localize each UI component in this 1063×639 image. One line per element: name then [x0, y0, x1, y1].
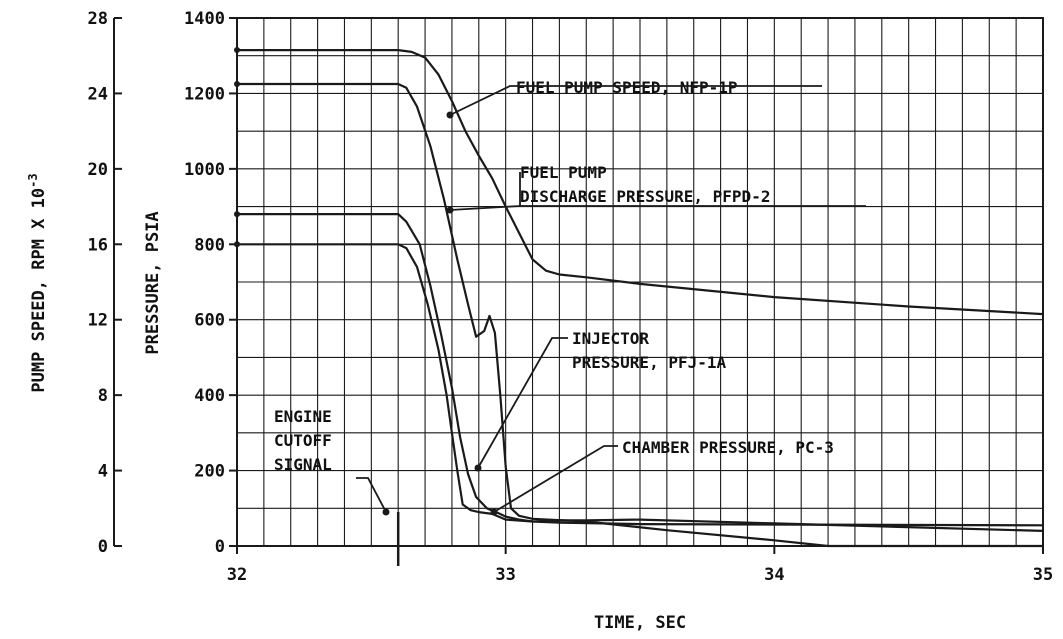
series-lines	[237, 48, 1044, 548]
annotation-pfpd-text: FUEL PUMP	[520, 163, 607, 182]
speed-tick-label: 8	[98, 386, 108, 406]
pressure-tick-label: 1000	[184, 160, 225, 180]
cutoff-leader	[356, 477, 387, 513]
cutoff-leader-arrowhead	[382, 508, 390, 516]
axes	[113, 17, 1044, 554]
nfp-leader	[449, 85, 822, 116]
series-start-dot	[234, 81, 240, 87]
pfj-leader	[477, 337, 568, 469]
series-line-3	[237, 243, 1044, 532]
pressure-tick-label: 1400	[184, 9, 225, 29]
series-line-0	[237, 48, 1044, 316]
annotation-nfp-text: FUEL PUMP SPEED, NFP-1P	[516, 78, 738, 97]
pfpd-leader	[449, 205, 866, 211]
speed-tick-label: 20	[88, 160, 108, 180]
tick-labels: 0 200 400 600 800 1000 1200 1400 0 4 8 12 16 20 24 28 32…	[88, 9, 1054, 585]
speed-axis-title-text: PUMP SPEED, RPM X 10	[29, 188, 49, 393]
series-start-dot	[234, 241, 240, 248]
series-start-dot	[234, 47, 240, 54]
pc-leader-arrowhead	[490, 508, 498, 516]
speed-tick-label: 16	[88, 235, 108, 255]
grid	[237, 18, 1043, 546]
x-tick-label: 33	[495, 565, 515, 585]
speed-tick-label: 4	[98, 462, 108, 482]
speed-tick-label: 0	[98, 537, 108, 557]
speed-axis-title-exponent: -3	[26, 173, 40, 187]
pressure-tick-label: 400	[194, 386, 225, 406]
pressure-tick-label: 200	[194, 462, 225, 482]
x-tick-label: 34	[764, 565, 784, 585]
speed-axis-title: PUMP SPEED, RPM X 10-3	[26, 173, 49, 392]
pressure-tick-label: 1200	[184, 84, 225, 104]
speed-tick-label: 12	[88, 311, 108, 331]
annotation-pfj-text: PRESSURE, PFJ-1A	[572, 353, 726, 372]
speed-tick-label: 28	[88, 9, 108, 29]
annotation-pfpd-text: DISCHARGE PRESSURE, PFPD-2	[520, 187, 770, 206]
pfj-leader-arrowhead	[474, 464, 482, 472]
series-start-dot	[234, 211, 240, 218]
x-tick-label: 35	[1033, 565, 1053, 585]
speed-tick-label: 24	[88, 84, 108, 104]
annotation-cutoff-text: SIGNAL	[274, 455, 332, 474]
annotation-cutoff-text: CUTOFF	[274, 431, 332, 450]
annotation-pfj-text: INJECTOR	[572, 329, 649, 348]
pressure-tick-label: 600	[194, 311, 225, 331]
nfp-leader-arrowhead	[446, 111, 454, 119]
pc-leader	[493, 445, 618, 513]
pressure-tick-label: 800	[194, 235, 225, 255]
annotations: FUEL PUMP SPEED, NFP-1P FUEL PUMP DISCHARG…	[234, 47, 866, 566]
pressure-tick-label: 0	[215, 537, 225, 557]
annotation-pc-text: CHAMBER PRESSURE, PC-3	[622, 438, 834, 457]
pressure-axis-title: PRESSURE, PSIA	[143, 211, 163, 354]
annotation-cutoff-text: ENGINE	[274, 407, 332, 426]
x-tick-label: 32	[227, 565, 247, 585]
pfpd-leader-arrowhead	[446, 206, 454, 214]
x-axis-title: TIME, SEC	[594, 613, 686, 633]
